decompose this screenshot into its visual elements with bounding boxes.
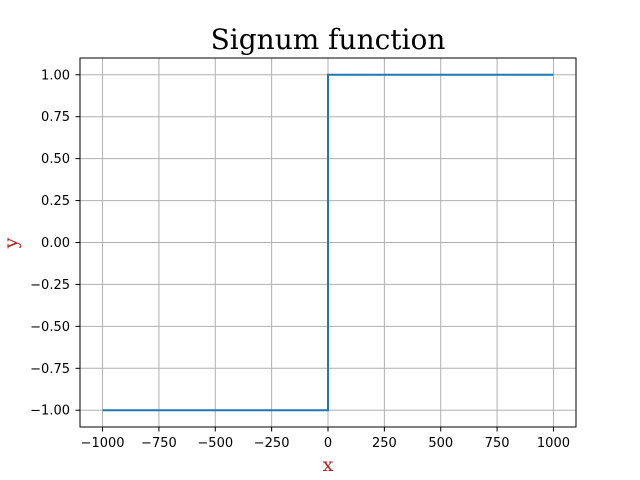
- series: [102, 73, 554, 412]
- y-tick-label: −1.00: [30, 404, 70, 419]
- y-axis-ticks: 1.00 0.75 0.50 0.25 0.00 −0.25 −0.50 −0.75 −1.00: [30, 68, 80, 419]
- chart-title: Signum function: [211, 23, 446, 56]
- y-tick-label: −0.25: [30, 278, 70, 293]
- x-tick-label: 500: [428, 436, 453, 451]
- y-tick-label: −0.75: [30, 362, 70, 377]
- y-tick-label: 0.50: [41, 152, 70, 167]
- y-axis-label: y: [0, 237, 22, 249]
- x-tick-label: −1000: [81, 436, 125, 451]
- x-tick-label: −500: [197, 436, 233, 451]
- x-tick-label: 0: [324, 436, 332, 451]
- x-tick-label: 750: [485, 436, 510, 451]
- x-axis-label: x: [323, 454, 334, 476]
- y-tick-label: 1.00: [41, 68, 70, 83]
- x-tick-label: 250: [372, 436, 397, 451]
- y-tick-label: 0.75: [41, 110, 70, 125]
- x-tick-label: −250: [254, 436, 290, 451]
- series-line: [102, 73, 554, 412]
- y-tick-label: 0.25: [41, 194, 70, 209]
- x-tick-label: 1000: [537, 436, 570, 451]
- y-tick-label: −0.50: [30, 320, 70, 335]
- x-axis-ticks: −1000 −750 −500 −250 0 250 500 750 1000: [81, 427, 570, 451]
- y-tick-label: 0.00: [41, 236, 70, 251]
- x-tick-label: −750: [141, 436, 177, 451]
